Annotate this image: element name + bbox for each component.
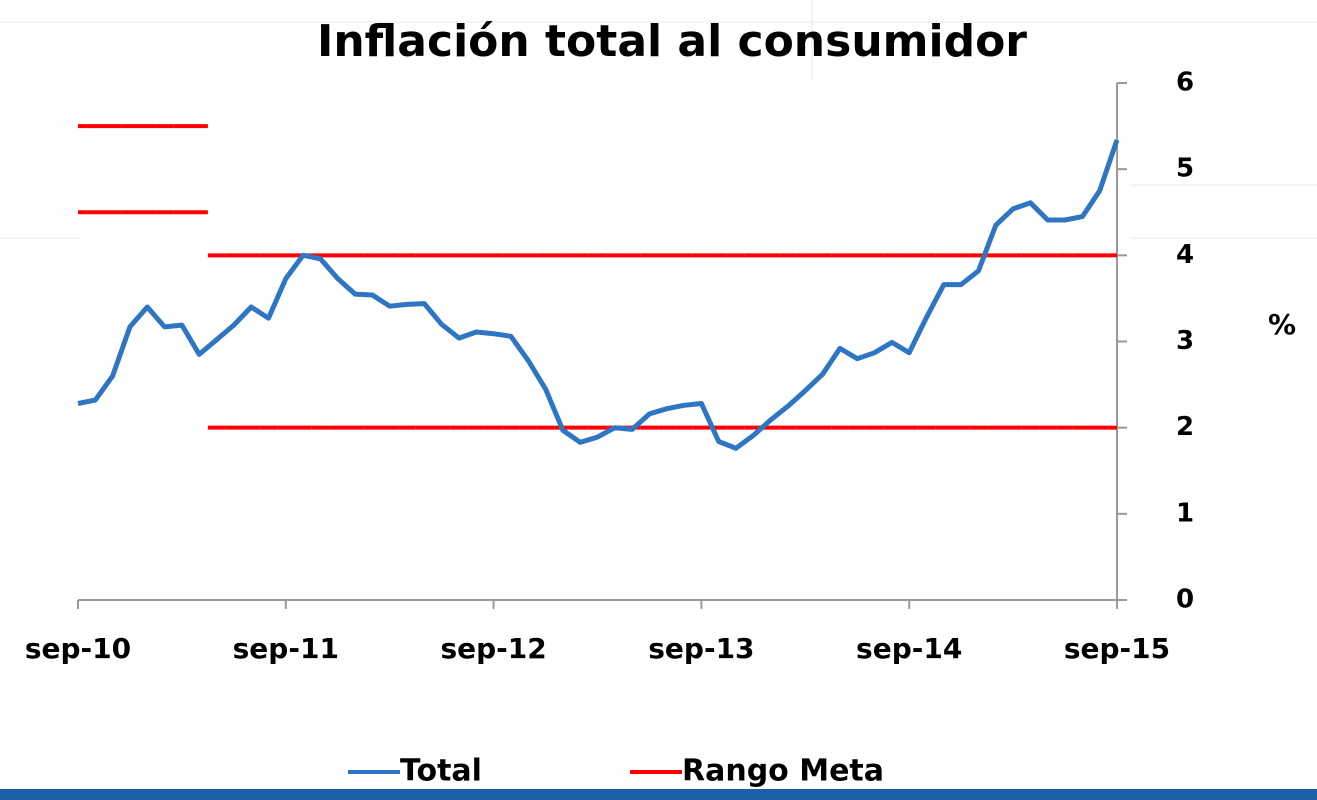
background-slide-lines	[0, 0, 1317, 239]
x-tick-label: sep-10	[25, 632, 131, 665]
x-tick-label: sep-13	[648, 632, 754, 665]
y-axis-label: %	[1268, 308, 1296, 341]
y-tick-label: 4	[1176, 240, 1194, 270]
legend-label: Total	[400, 754, 482, 789]
footer-bar	[0, 789, 1317, 800]
x-tick-label: sep-14	[856, 632, 962, 665]
x-tick-label: sep-15	[1064, 632, 1170, 665]
legend-label: Rango Meta	[682, 754, 884, 789]
y-tick-label: 0	[1176, 585, 1194, 615]
y-tick-label: 3	[1176, 326, 1194, 356]
total-line	[77, 139, 1120, 451]
y-tick-label: 6	[1176, 68, 1194, 98]
y-tick-label: 5	[1176, 154, 1194, 184]
y-tick-label: 1	[1176, 498, 1194, 528]
y-tick-label: 2	[1176, 412, 1194, 442]
x-tick-label: sep-12	[440, 632, 546, 665]
chart-title: Inflación total al consumidor	[317, 16, 1027, 67]
x-tick-label: sep-11	[233, 632, 339, 665]
